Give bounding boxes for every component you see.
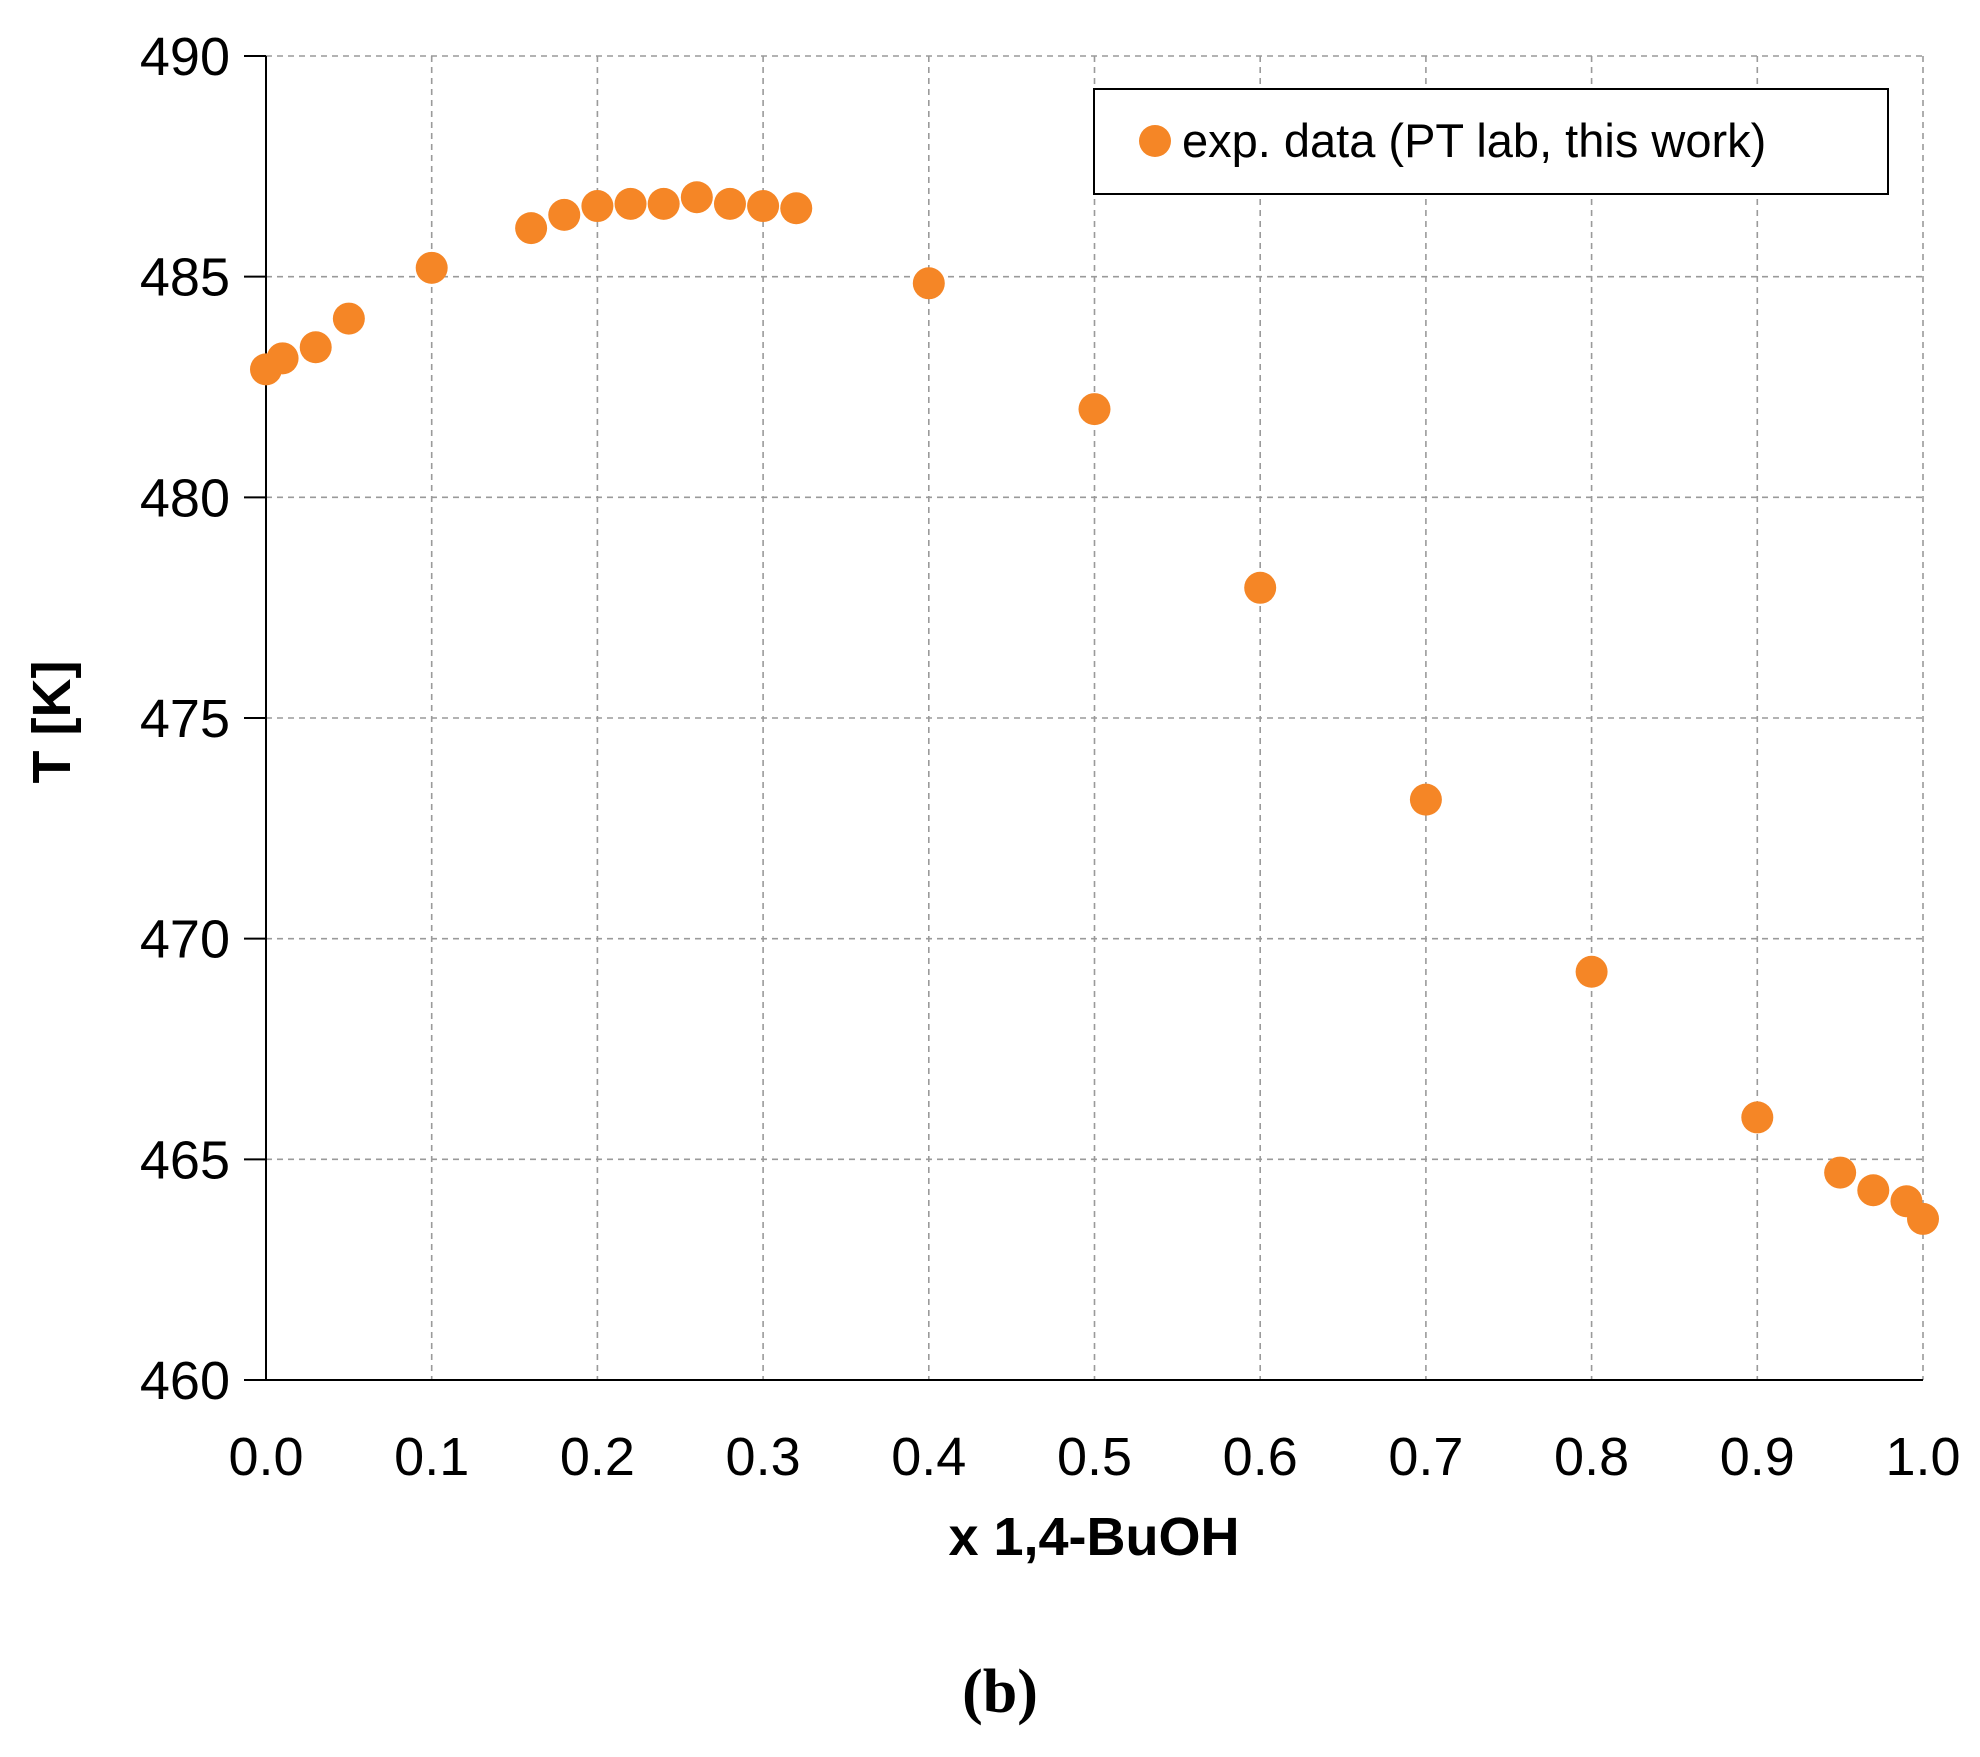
y-tick-label: 460 (140, 1351, 230, 1411)
x-tick-label: 0.7 (1388, 1427, 1463, 1487)
data-point (1907, 1202, 1939, 1235)
data-point (647, 187, 680, 220)
data-point (680, 181, 713, 214)
legend-box (1093, 88, 1889, 195)
data-point (299, 331, 332, 364)
x-tick-label: 0.9 (1720, 1427, 1795, 1487)
y-axis-title: T [K] (22, 661, 82, 784)
x-tick-label: 0.0 (228, 1427, 303, 1487)
data-point (581, 190, 614, 223)
x-tick-label: 0.6 (1223, 1427, 1298, 1487)
data-point (747, 190, 780, 223)
data-point (266, 342, 299, 375)
data-point (332, 302, 365, 335)
data-point (614, 187, 647, 220)
legend-marker (1139, 125, 1171, 157)
data-point (780, 192, 813, 225)
x-tick-label: 0.2 (560, 1427, 635, 1487)
y-tick-label: 475 (140, 689, 230, 749)
x-tick-label: 0.4 (891, 1427, 966, 1487)
data-point (1741, 1101, 1774, 1134)
legend: exp. data (PT lab, this work) (1093, 88, 1889, 195)
data-point (1575, 955, 1608, 988)
x-tick-label: 0.5 (1057, 1427, 1132, 1487)
x-tick-label: 0.1 (394, 1427, 469, 1487)
y-tick-label: 465 (140, 1130, 230, 1190)
legend-label: exp. data (PT lab, this work) (1182, 114, 1766, 167)
y-tick-label: 490 (140, 27, 230, 87)
data-point (713, 187, 746, 220)
y-tick-label: 485 (140, 248, 230, 308)
data-point (515, 212, 548, 245)
data-point (415, 251, 448, 284)
grid (266, 55, 1924, 1380)
data-point (1857, 1174, 1890, 1207)
x-axis-title: x 1,4-BuOH (948, 1507, 1239, 1567)
axes (244, 55, 1923, 1381)
data-point (1244, 571, 1277, 604)
data-point (1078, 393, 1111, 426)
data-point (912, 267, 945, 300)
x-tick-label: 0.8 (1554, 1427, 1629, 1487)
data-point (548, 198, 581, 231)
x-tick-label: 0.3 (726, 1427, 801, 1487)
panel-label: (b) (962, 1658, 1038, 1726)
data-point (1824, 1156, 1857, 1189)
y-tick-label: 470 (140, 910, 230, 970)
data-point (1409, 783, 1442, 816)
y-tick-label: 480 (140, 468, 230, 528)
data-points (250, 181, 1939, 1235)
tick-labels: 0.0 0.1 0.2 0.3 0.4 0.5 0.6 0.7 0.8 0.9 1.0 460 465 4… (140, 27, 1961, 1487)
x-tick-label: 1.0 (1885, 1427, 1960, 1487)
